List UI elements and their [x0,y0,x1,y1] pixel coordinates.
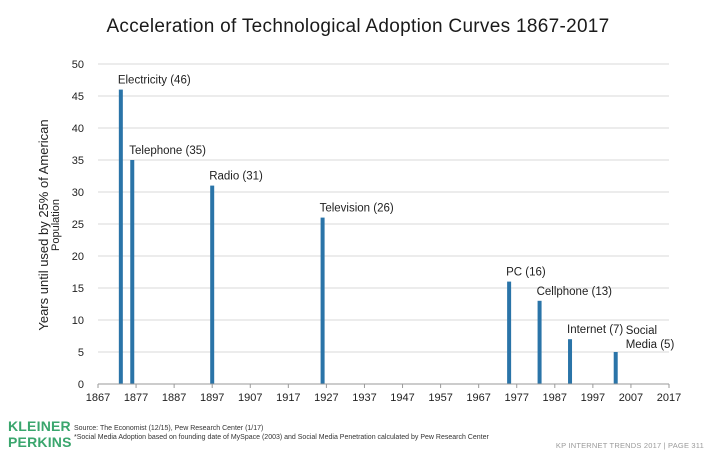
x-tick-label: 1887 [162,392,186,404]
y-axis-label-line1: Years until used by 25% of American [36,119,51,331]
y-tick-label: 30 [72,187,84,199]
bars [118,89,618,384]
x-tick-label: 1947 [390,392,414,404]
x-tick-label: 1977 [504,392,528,404]
x-tick-label: 2017 [657,392,681,404]
bar [507,281,512,384]
gridlines [98,63,669,353]
y-tick-label: 5 [78,347,84,359]
bar-labels: Electricity (46) Telephone (35) Radio (31)… [118,75,675,351]
x-tick-label: 1877 [124,392,148,404]
bar-label: Social [626,325,657,337]
y-tick-label: 15 [72,283,84,295]
bar [130,160,135,384]
y-axis-label: Years until used by 25% of American Popu… [36,105,63,345]
x-tick-label: 1957 [428,392,452,404]
y-tick-label: 0 [78,379,84,391]
x-tick-label: 1987 [543,392,567,404]
bar-label: Media (5) [626,339,675,351]
bar-label: Electricity (46) [118,75,191,87]
bar-label: Telephone (35) [129,145,206,157]
bar [320,217,325,384]
bar [118,89,123,384]
y-tick-label: 35 [72,155,84,167]
bar-label: Internet (7) [567,324,623,336]
y-tick-label: 20 [72,251,84,263]
bar-label: Radio (31) [209,171,263,183]
x-tick-label: 2007 [619,392,643,404]
y-tick-label: 10 [72,315,84,327]
bar-label: PC (16) [506,267,546,279]
source-line1: Source: The Economist (12/15), Pew Resea… [74,425,264,432]
x-tick-label: 1937 [352,392,376,404]
x-tick-label: 1897 [200,392,224,404]
x-tick-label: 1927 [314,392,338,404]
y-tick-label: 45 [72,91,84,103]
x-tick-label: 1867 [86,392,110,404]
y-tick-label: 40 [72,123,84,135]
x-tick-label: 1907 [238,392,262,404]
x-tick-label: 1997 [581,392,605,404]
axes: 0 5 10 15 20 25 30 35 40 45 50 1867 1877 1887 1897 1907… [72,59,681,404]
bar [613,352,618,384]
y-axis-label-line2: Population [50,199,62,251]
bar [210,185,215,384]
source-line2: *Social Media Adoption based on founding… [74,434,489,441]
page-footer: KP INTERNET TRENDS 2017 | PAGE 311 [555,441,704,450]
source-note: Source: The Economist (12/15), Pew Resea… [74,424,489,442]
kleiner-perkins-logo: KLEINER PERKINS [8,418,72,450]
logo-line1: KLEINER [8,418,71,434]
bar-label: Cellphone (13) [537,286,613,298]
chart-title: Acceleration of Technological Adoption C… [106,16,610,37]
bar-label: Television (26) [320,203,394,215]
bar [537,300,542,384]
x-tick-label: 1967 [466,392,490,404]
bar [568,339,573,384]
x-tick-label: 1917 [276,392,300,404]
logo-line2: PERKINS [8,434,72,450]
y-tick-label: 50 [72,59,84,71]
y-tick-label: 25 [72,219,84,231]
